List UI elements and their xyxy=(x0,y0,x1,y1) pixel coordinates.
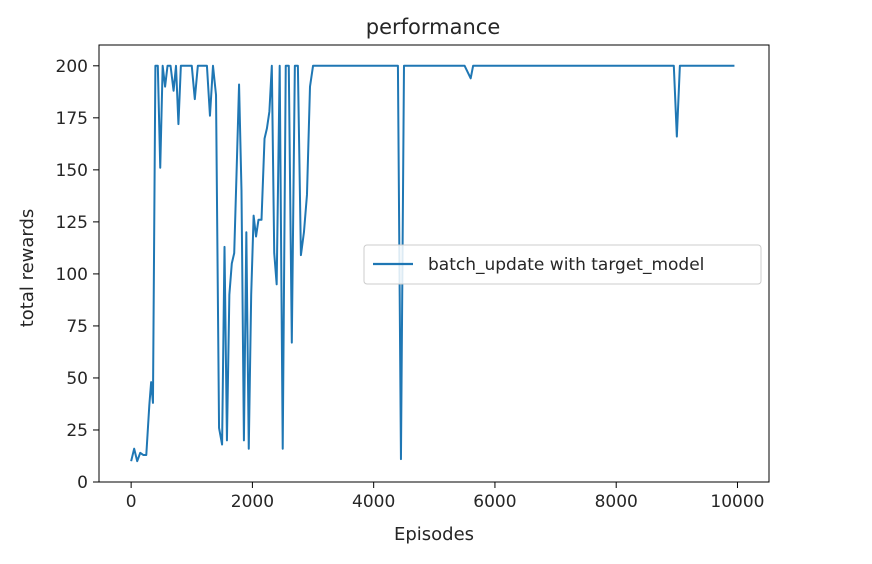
x-tick-label: 10000 xyxy=(710,492,764,512)
plot-frame xyxy=(98,44,770,483)
legend-box xyxy=(363,244,762,285)
y-tick-label: 100 xyxy=(56,265,88,285)
y-tick-label: 150 xyxy=(56,161,88,181)
x-tick-label: 6000 xyxy=(473,492,516,512)
y-tick-label: 125 xyxy=(56,213,88,233)
plot-area xyxy=(98,44,770,483)
y-tick-label: 50 xyxy=(66,369,88,389)
y-tick-label: 75 xyxy=(66,317,88,337)
x-tick-label: 8000 xyxy=(595,492,638,512)
chart-title: performance xyxy=(366,15,501,39)
x-axis: 0 2000 4000 6000 8000 10000 xyxy=(126,482,765,512)
y-tick-label: 175 xyxy=(56,109,88,129)
x-tick-label: 2000 xyxy=(231,492,274,512)
legend: batch_update with target_model xyxy=(363,244,762,285)
series-layer xyxy=(130,64,735,463)
x-tick-label: 4000 xyxy=(352,492,395,512)
y-axis: 0 25 50 75 100 125 150 175 200 xyxy=(56,57,99,493)
series-line-0 xyxy=(130,64,735,463)
x-axis-title: Episodes xyxy=(394,524,474,545)
y-axis-title: total rewards xyxy=(17,209,38,328)
x-tick-label: 0 xyxy=(126,492,137,512)
y-tick-label: 200 xyxy=(56,57,88,77)
y-tick-label: 0 xyxy=(77,473,88,493)
legend-label: batch_update with target_model xyxy=(428,255,704,275)
y-tick-label: 25 xyxy=(66,421,88,441)
